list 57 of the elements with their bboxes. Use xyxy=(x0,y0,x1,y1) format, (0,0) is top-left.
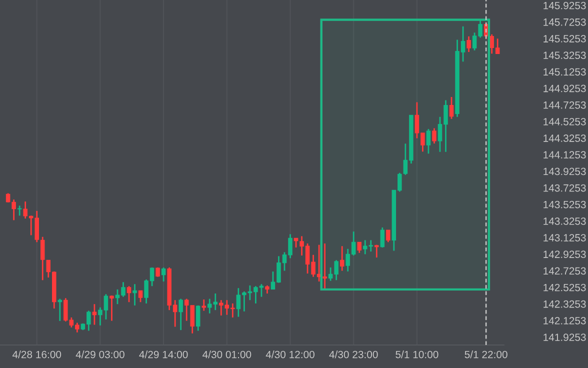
y-tick-label: 145.3253 xyxy=(544,52,586,59)
y-tick-label: 144.7253 xyxy=(544,101,586,109)
y-tick-label: 145.5253 xyxy=(544,35,586,42)
candlestick xyxy=(156,266,160,278)
candlestick xyxy=(380,226,385,248)
y-tick-label: 144.3253 xyxy=(544,134,586,142)
y-tick-label: 143.7253 xyxy=(544,184,586,192)
candlestick xyxy=(92,303,97,326)
candlestick xyxy=(40,236,45,281)
x-tick-label: 4/30 23:00 xyxy=(329,350,378,358)
x-tick-label: 4/29 14:00 xyxy=(139,350,188,358)
y-tick-label: 143.3253 xyxy=(544,217,586,225)
y-tick-label: 142.1253 xyxy=(544,317,586,324)
x-tick-label: 4/30 12:00 xyxy=(266,350,314,358)
candlestick xyxy=(6,192,10,204)
y-tick-label: 143.1253 xyxy=(544,234,586,242)
candlestick xyxy=(236,287,241,318)
x-tick-label: 4/28 16:00 xyxy=(12,350,62,358)
candlestick xyxy=(110,294,114,322)
y-tick-label: 143.9253 xyxy=(544,168,586,176)
candlestick xyxy=(196,304,200,332)
y-tick-label: 142.7253 xyxy=(544,267,586,275)
y-tick-label: 145.1253 xyxy=(544,68,586,76)
candlestick xyxy=(202,298,206,312)
y-tick-label: 144.9253 xyxy=(544,84,586,92)
y-tick-label: 144.1253 xyxy=(544,151,586,159)
y-tick-label: 145.7253 xyxy=(544,18,586,26)
candlestick xyxy=(432,128,436,144)
candlestick xyxy=(374,244,379,258)
candlestick xyxy=(34,210,39,243)
candlestick xyxy=(23,200,28,220)
candlestick xyxy=(138,290,143,303)
y-tick-label: 142.5253 xyxy=(544,284,586,292)
candlestick xyxy=(178,298,183,331)
candlestick xyxy=(340,245,344,272)
y-tick-label: 143.5253 xyxy=(544,200,586,208)
candlestick xyxy=(12,198,16,221)
x-tick-label: 4/29 03:00 xyxy=(76,350,124,358)
candlestick xyxy=(386,229,390,243)
candlestick xyxy=(357,241,362,254)
x-tick-label: 5/1 22:00 xyxy=(464,350,508,358)
y-tick-label: 144.5253 xyxy=(544,118,586,126)
x-tick-label: 5/1 10:00 xyxy=(396,350,438,358)
candlestick xyxy=(466,36,471,53)
y-tick-label: 142.3253 xyxy=(544,300,586,308)
y-tick-label: 145.9253 xyxy=(544,2,586,10)
candlestick xyxy=(426,128,431,154)
y-tick-label: 142.9253 xyxy=(544,250,586,258)
x-tick-label: 4/30 01:00 xyxy=(202,350,252,358)
candlestick xyxy=(132,283,137,306)
candlestick xyxy=(17,204,22,216)
candlestick xyxy=(161,266,166,282)
candlestick xyxy=(46,259,51,278)
candlestick xyxy=(322,242,327,290)
candlestick xyxy=(126,285,132,303)
y-tick-label: 141.9253 xyxy=(544,334,586,341)
candlestick xyxy=(449,96,454,120)
